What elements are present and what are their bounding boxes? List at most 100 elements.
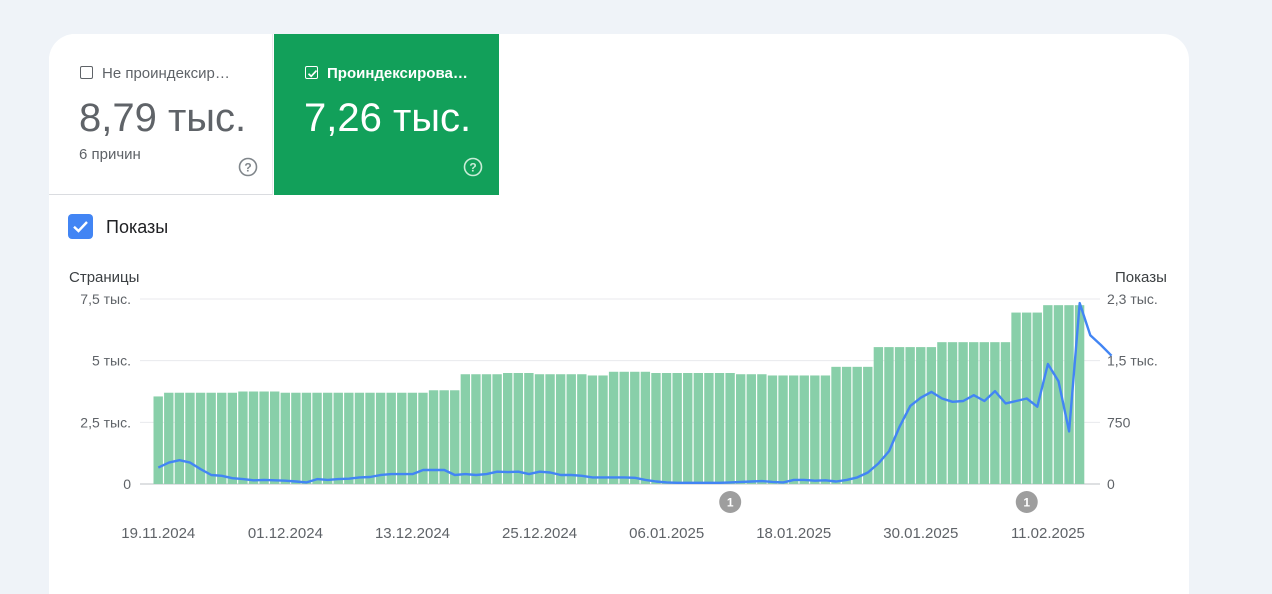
bar: [365, 392, 375, 484]
x-tick-label: 06.01.2025: [629, 525, 704, 542]
report-card: Не проиндексир… 8,79 тыс. 6 причин ? Про…: [49, 34, 1189, 594]
bar: [386, 392, 396, 484]
bar: [174, 392, 185, 484]
bar: [481, 374, 492, 484]
x-tick-label: 18.01.2025: [756, 525, 831, 542]
bar: [185, 392, 195, 484]
bar: [704, 373, 714, 484]
bar: [153, 396, 163, 484]
bar: [714, 373, 725, 484]
annotation-marker[interactable]: [719, 491, 742, 513]
annotation-marker[interactable]: [1015, 491, 1038, 513]
bar: [418, 392, 428, 484]
impressions-checkbox[interactable]: [68, 214, 93, 239]
bar: [460, 374, 471, 484]
bar: [534, 374, 545, 484]
bar: [693, 373, 704, 484]
bar: [492, 374, 502, 484]
bar: [333, 392, 343, 484]
annotation-label: 1: [1023, 496, 1030, 510]
left-tick-label: 0: [123, 476, 131, 492]
left-tick-label: 2,5 тыс.: [80, 414, 131, 430]
tile-indexed[interactable]: Проиндексирова… 7,26 тыс. ?: [274, 34, 499, 195]
svg-text:?: ?: [244, 161, 251, 175]
right-tick-label: 1,5 тыс.: [1107, 353, 1158, 369]
bar: [725, 373, 735, 484]
bar: [767, 375, 778, 484]
tile-indexed-value: 7,26 тыс.: [304, 96, 472, 140]
x-tick-label: 01.12.2024: [248, 525, 323, 542]
right-tick-label: 2,3 тыс.: [1107, 291, 1158, 307]
bar: [661, 373, 672, 484]
bar: [799, 375, 809, 484]
bar: [926, 347, 937, 484]
checkbox-indexed[interactable]: [305, 66, 318, 79]
impressions-line: [157, 301, 1113, 484]
bar: [1064, 305, 1074, 484]
bar: [937, 342, 947, 484]
x-tick-label: 30.01.2025: [883, 525, 958, 542]
bar: [439, 390, 449, 484]
bar: [195, 392, 206, 484]
bar: [958, 342, 968, 484]
tile-not-indexed-label: Не проиндексир…: [102, 65, 230, 82]
right-tick-label: 750: [1107, 414, 1131, 430]
bar: [979, 342, 989, 484]
bar: [630, 371, 640, 484]
bar: [778, 375, 788, 484]
bar: [1074, 305, 1085, 484]
bar: [555, 374, 566, 484]
bar: [513, 373, 523, 484]
index-coverage-chart: 0 0 2,5 тыс. 750 5 тыс. 1,5 тыс. 7,5 тыс. 2,3 т…: [80, 291, 1158, 542]
tile-not-indexed-value: 8,79 тыс.: [79, 96, 247, 140]
right-axis-title: Показы: [1115, 269, 1167, 286]
bar: [1000, 342, 1011, 484]
bar: [545, 374, 555, 484]
x-tick-label: 13.12.2024: [375, 525, 450, 542]
bar: [503, 373, 513, 484]
bar: [990, 342, 1000, 484]
tile-indexed-label: Проиндексирова…: [327, 65, 468, 82]
bar: [407, 392, 418, 484]
bar: [1043, 305, 1053, 484]
left-axis-title: Страницы: [69, 269, 140, 286]
x-tick-label: 19.11.2024: [121, 525, 195, 542]
bar: [608, 371, 619, 484]
bar: [322, 392, 333, 484]
bar: [227, 392, 238, 484]
bar: [619, 371, 629, 484]
bar: [428, 390, 439, 484]
bar: [270, 391, 280, 484]
bar: [1053, 305, 1064, 484]
bar: [831, 366, 841, 484]
bar: [852, 366, 862, 484]
bar: [280, 392, 290, 484]
bar: [1011, 312, 1021, 484]
help-icon[interactable]: ?: [463, 157, 483, 177]
bar: [916, 347, 926, 484]
svg-text:?: ?: [469, 161, 476, 175]
help-icon[interactable]: ?: [238, 157, 258, 177]
annotation-label: 1: [727, 496, 734, 510]
tile-not-indexed-reasons: 6 причин: [79, 146, 141, 163]
bar: [248, 391, 259, 484]
bar: [820, 375, 831, 484]
bar: [863, 366, 873, 484]
bar: [524, 373, 534, 484]
bar: [375, 392, 386, 484]
bar: [587, 375, 598, 484]
bar: [217, 392, 227, 484]
bar: [301, 392, 312, 484]
checkbox-not-indexed[interactable]: [80, 66, 93, 79]
bar: [312, 392, 322, 484]
bar: [354, 392, 365, 484]
bar: [344, 392, 354, 484]
impressions-label[interactable]: Показы: [106, 217, 169, 237]
bar: [640, 371, 651, 484]
tile-not-indexed[interactable]: Не проиндексир… 8,79 тыс. 6 причин ?: [49, 34, 273, 195]
bar: [884, 347, 894, 484]
left-tick-label: 5 тыс.: [92, 353, 131, 369]
x-tick-label: 11.02.2025: [1011, 525, 1085, 542]
bar: [471, 374, 481, 484]
bar: [164, 392, 174, 484]
